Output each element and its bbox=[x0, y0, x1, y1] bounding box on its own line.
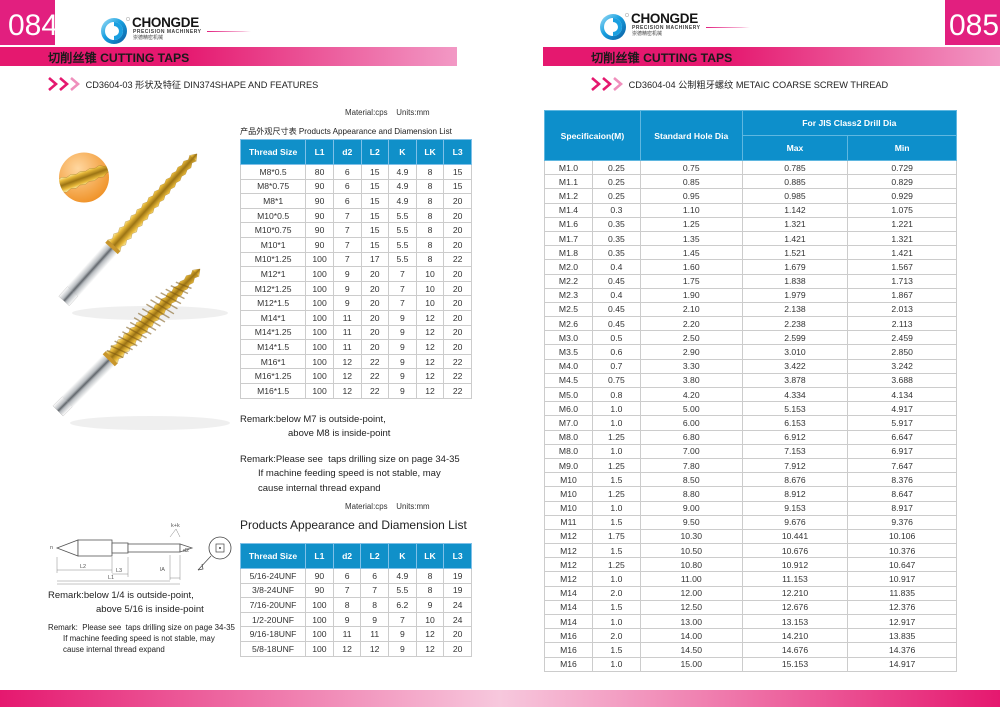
svg-text:d2: d2 bbox=[183, 548, 189, 554]
svg-text:L3: L3 bbox=[116, 568, 122, 574]
svg-text:n: n bbox=[50, 545, 53, 551]
svg-text:k+k: k+k bbox=[171, 523, 180, 529]
svg-text:L2: L2 bbox=[80, 564, 86, 570]
svg-text:L1: L1 bbox=[108, 575, 114, 581]
svg-text:lA: lA bbox=[160, 567, 165, 573]
